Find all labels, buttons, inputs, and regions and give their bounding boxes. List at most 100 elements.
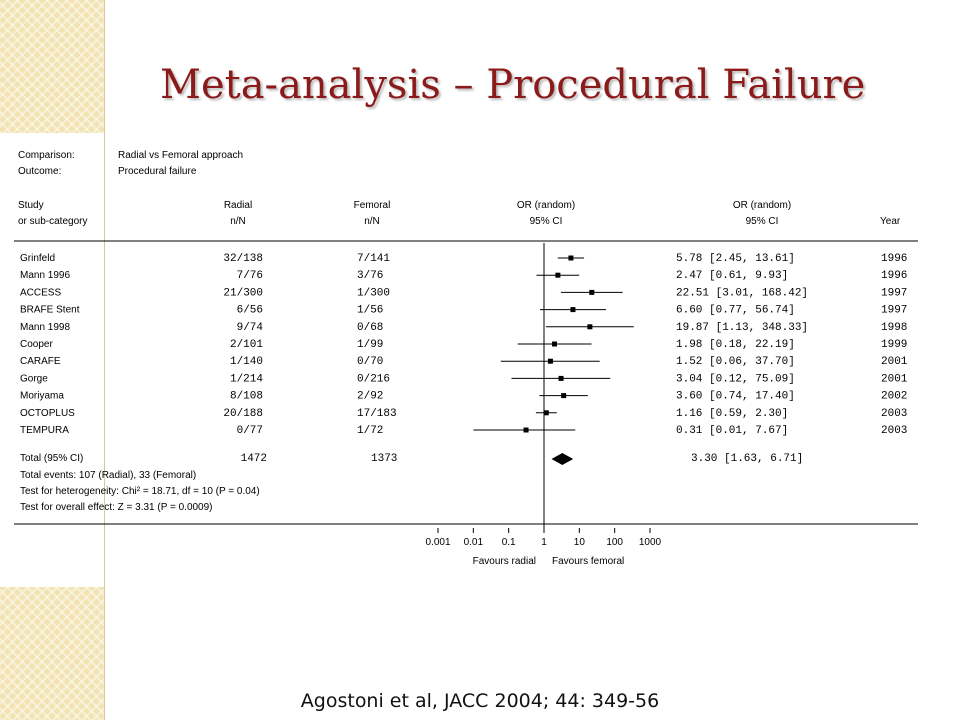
- study-point: [551, 341, 557, 347]
- study-year: 2003: [881, 408, 907, 420]
- outcome-value: Procedural failure: [118, 166, 197, 177]
- study-femoral: 3/76: [357, 270, 383, 282]
- decorative-corner-bottom: [0, 587, 104, 720]
- study-year: 1999: [881, 339, 907, 351]
- citation: Agostoni et al, JACC 2004; 44: 349-56: [300, 690, 660, 712]
- study-or-ci: 1.52 [0.06, 37.70]: [676, 356, 795, 368]
- study-year: 2003: [881, 425, 907, 437]
- study-femoral: 1/300: [357, 287, 390, 299]
- study-rows: Grinfeld 32/138 7/141 5.78 [2.45, 13.61] 199…: [20, 253, 908, 465]
- plot-marks: [473, 243, 634, 528]
- study-radial: 1/214: [230, 373, 263, 385]
- col-or-header: OR (random): [733, 200, 791, 211]
- study-or-ci: 1.16 [0.59, 2.30]: [676, 408, 788, 420]
- study-radial: 0/77: [237, 425, 263, 437]
- study-femoral: 0/68: [357, 322, 383, 334]
- favours-femoral-caption: Favours femoral: [552, 556, 624, 567]
- study-femoral: 0/216: [357, 373, 390, 385]
- study-point: [523, 427, 529, 433]
- study-name: Moriyama: [20, 391, 64, 402]
- study-or-ci: 5.78 [2.45, 13.61]: [676, 253, 795, 265]
- study-year: 1997: [881, 287, 907, 299]
- study-radial: 8/108: [230, 391, 263, 403]
- x-tick-label: 0.01: [464, 537, 484, 548]
- study-name: BRAFE Stent: [20, 305, 80, 316]
- study-radial: 2/101: [230, 339, 263, 351]
- summary-note: Total events: 107 (Radial), 33 (Femoral): [20, 470, 196, 481]
- study-femoral: 1/99: [357, 339, 383, 351]
- study-femoral: 17/183: [357, 408, 397, 420]
- total-label: Total (95% CI): [20, 453, 83, 464]
- study-or-ci: 22.51 [3.01, 168.42]: [676, 287, 808, 299]
- col-plot-header: OR (random): [517, 200, 575, 211]
- study-radial: 9/74: [237, 322, 264, 334]
- total-or-ci: 3.30 [1.63, 6.71]: [691, 453, 803, 465]
- total-radial: 1472: [241, 453, 267, 465]
- study-year: 2002: [881, 391, 907, 403]
- study-year: 1998: [881, 322, 907, 334]
- col-plot-subheader: 95% CI: [530, 216, 563, 227]
- decorative-divider: [104, 0, 105, 720]
- study-femoral: 1/72: [357, 425, 383, 437]
- study-name: Cooper: [20, 339, 53, 350]
- study-year: 1996: [881, 270, 907, 282]
- study-point: [570, 307, 576, 313]
- summary-notes: Total events: 107 (Radial), 33 (Femoral)…: [20, 470, 260, 513]
- study-name: Grinfeld: [20, 253, 55, 264]
- slide-title: Meta-analysis – Procedural Failure: [160, 62, 866, 108]
- favours-radial-caption: Favours radial: [473, 556, 536, 567]
- study-point: [568, 255, 574, 261]
- study-name: Gorge: [20, 373, 48, 384]
- col-femoral-header: Femoral: [354, 200, 391, 211]
- study-or-ci: 1.98 [0.18, 22.19]: [676, 339, 795, 351]
- col-radial-subheader: n/N: [230, 216, 246, 227]
- study-point: [555, 272, 561, 278]
- study-or-ci: 2.47 [0.61, 9.93]: [676, 270, 788, 282]
- study-name: ACCESS: [20, 287, 61, 298]
- study-radial: 6/56: [237, 305, 263, 317]
- study-femoral: 7/141: [357, 253, 390, 265]
- x-tick-label: 10: [574, 537, 586, 548]
- col-study-subheader: or sub-category: [18, 216, 87, 227]
- comparison-value: Radial vs Femoral approach: [118, 150, 243, 161]
- study-radial: 7/76: [237, 270, 263, 282]
- study-point: [589, 289, 595, 295]
- study-radial: 32/138: [223, 253, 263, 265]
- x-tick-label: 1: [541, 537, 547, 548]
- study-point: [558, 375, 564, 381]
- study-name: Mann 1998: [20, 322, 70, 333]
- study-femoral: 0/70: [357, 356, 383, 368]
- study-point: [547, 358, 553, 364]
- study-name: Mann 1996: [20, 270, 70, 281]
- decorative-corner-top: [0, 0, 104, 133]
- study-radial: 1/140: [230, 356, 263, 368]
- study-or-ci: 0.31 [0.01, 7.67]: [676, 425, 788, 437]
- study-radial: 21/300: [223, 287, 263, 299]
- x-axis: 0.001 0.01 0.1 1 10 100 1000 Favours radial Favo…: [425, 528, 662, 567]
- summary-note: Test for heterogeneity: Chi² = 18.71, df…: [20, 486, 260, 497]
- x-tick-label: 0.001: [425, 537, 450, 548]
- study-or-ci: 6.60 [0.77, 56.74]: [676, 305, 795, 317]
- study-or-ci: 3.04 [0.12, 75.09]: [676, 373, 795, 385]
- study-name: CARAFE: [20, 356, 61, 367]
- study-radial: 20/188: [223, 408, 263, 420]
- study-point: [543, 410, 549, 416]
- study-or-ci: 3.60 [0.74, 17.40]: [676, 391, 795, 403]
- study-femoral: 2/92: [357, 391, 383, 403]
- total-diamond: [551, 453, 574, 465]
- x-tick-label: 100: [606, 537, 623, 548]
- x-tick-label: 1000: [639, 537, 662, 548]
- study-year: 1996: [881, 253, 907, 265]
- study-year: 2001: [881, 373, 908, 385]
- total-femoral: 1373: [371, 453, 397, 465]
- study-femoral: 1/56: [357, 305, 383, 317]
- col-study-header: Study: [18, 200, 44, 211]
- summary-note: Test for overall effect: Z = 3.31 (P = 0…: [20, 502, 213, 513]
- study-or-ci: 19.87 [1.13, 348.33]: [676, 322, 808, 334]
- study-year: 1997: [881, 305, 907, 317]
- study-point: [587, 324, 593, 330]
- col-or-subheader: 95% CI: [746, 216, 779, 227]
- x-tick-label: 0.1: [502, 537, 516, 548]
- study-name: OCTOPLUS: [20, 408, 75, 419]
